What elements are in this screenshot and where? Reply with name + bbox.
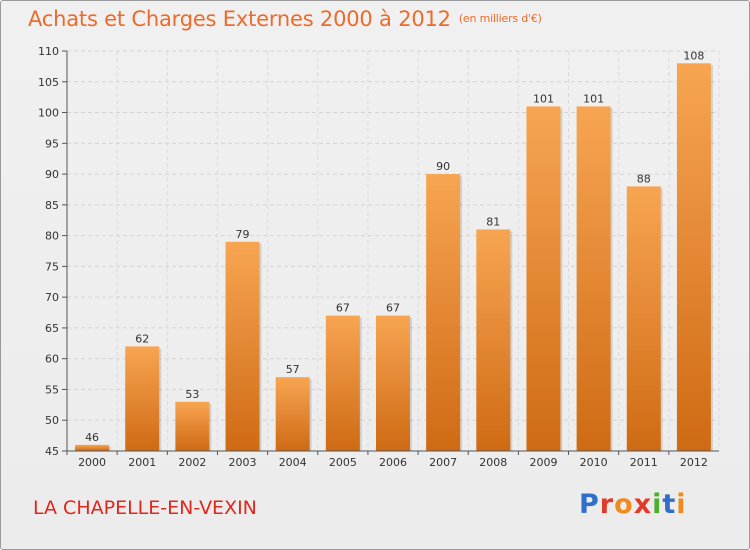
title-text: Achats et Charges Externes 2000 à 2012 xyxy=(28,7,451,31)
bars: 46 62 53 79 57 67 67 90 81 101 101 88 108 xyxy=(75,49,713,452)
bar-2009 xyxy=(526,106,561,451)
x-tick-label-2003: 2003 xyxy=(229,456,257,469)
bar-2008 xyxy=(476,229,511,451)
y-tick-label-50: 50 xyxy=(45,414,59,427)
x-tick-label-2007: 2007 xyxy=(429,456,457,469)
data-label-2007: 90 xyxy=(436,160,450,173)
x-tick-label-2004: 2004 xyxy=(279,456,307,469)
data-label-2000: 46 xyxy=(85,431,99,444)
x-tick-label-2010: 2010 xyxy=(580,456,608,469)
logo-letter: P xyxy=(579,489,600,520)
y-tick-label-60: 60 xyxy=(45,353,59,366)
y-tick-label-75: 75 xyxy=(45,260,59,273)
logo-letter: r xyxy=(599,489,615,520)
x-tick-label-2001: 2001 xyxy=(128,456,156,469)
x-tick-label-2012: 2012 xyxy=(680,456,708,469)
data-label-2005: 67 xyxy=(336,302,350,315)
x-tick-label-2008: 2008 xyxy=(479,456,507,469)
data-label-2011: 88 xyxy=(637,172,651,185)
x-tick-label-2005: 2005 xyxy=(329,456,357,469)
y-tick-label-45: 45 xyxy=(45,445,59,458)
commune-name: LA CHAPELLE-EN-VEXIN xyxy=(33,497,257,519)
y-tick-label-70: 70 xyxy=(45,291,59,304)
bar-2005 xyxy=(325,315,360,451)
data-label-2006: 67 xyxy=(386,302,400,315)
x-tick-label-2000: 2000 xyxy=(78,456,106,469)
y-tick-label-95: 95 xyxy=(45,137,59,150)
chart-title: Achats et Charges Externes 2000 à 2012 (e… xyxy=(28,7,542,31)
data-label-2001: 62 xyxy=(135,332,149,345)
x-tick-label-2006: 2006 xyxy=(379,456,407,469)
title-unit: (en milliers d'€) xyxy=(458,12,542,25)
bar-2010 xyxy=(576,106,611,451)
bar-2012 xyxy=(676,63,711,452)
y-tick-label-105: 105 xyxy=(38,76,59,89)
x-tick-label-2011: 2011 xyxy=(630,456,658,469)
x-tick-label-2002: 2002 xyxy=(178,456,206,469)
data-label-2010: 101 xyxy=(583,92,604,105)
bar-2004 xyxy=(275,377,310,451)
bar-2007 xyxy=(426,174,461,452)
bar-2000 xyxy=(75,444,110,451)
logo-letter: o xyxy=(614,489,634,520)
data-label-2003: 79 xyxy=(236,228,250,241)
y-tick-label-65: 65 xyxy=(45,322,59,335)
y-tick-label-55: 55 xyxy=(45,383,59,396)
data-label-2004: 57 xyxy=(286,363,300,376)
axes: 45 50 55 60 65 70 75 80 85 90 95 100 105 110 2000 2001 2… xyxy=(38,45,719,469)
data-label-2008: 81 xyxy=(486,215,500,228)
bar-2002 xyxy=(175,401,210,451)
y-tick-label-110: 110 xyxy=(38,45,59,58)
data-label-2012: 108 xyxy=(683,49,704,62)
logo-letter: i xyxy=(652,489,663,520)
y-tick-label-100: 100 xyxy=(38,107,59,120)
logo-letter: t xyxy=(662,489,677,520)
bar-2001 xyxy=(125,346,160,451)
logo-letter: i xyxy=(676,489,687,520)
bar-2003 xyxy=(225,241,260,451)
y-tick-label-90: 90 xyxy=(45,168,59,181)
x-tick-label-2009: 2009 xyxy=(529,456,557,469)
data-label-2002: 53 xyxy=(185,388,199,401)
bar-2011 xyxy=(626,186,661,451)
bar-2006 xyxy=(376,315,410,451)
data-label-2009: 101 xyxy=(533,92,554,105)
y-tick-label-80: 80 xyxy=(45,230,59,243)
y-tick-label-85: 85 xyxy=(45,199,59,212)
logo-letter: x xyxy=(633,489,653,520)
proxiti-logo[interactable]: Proxiti xyxy=(579,489,687,520)
